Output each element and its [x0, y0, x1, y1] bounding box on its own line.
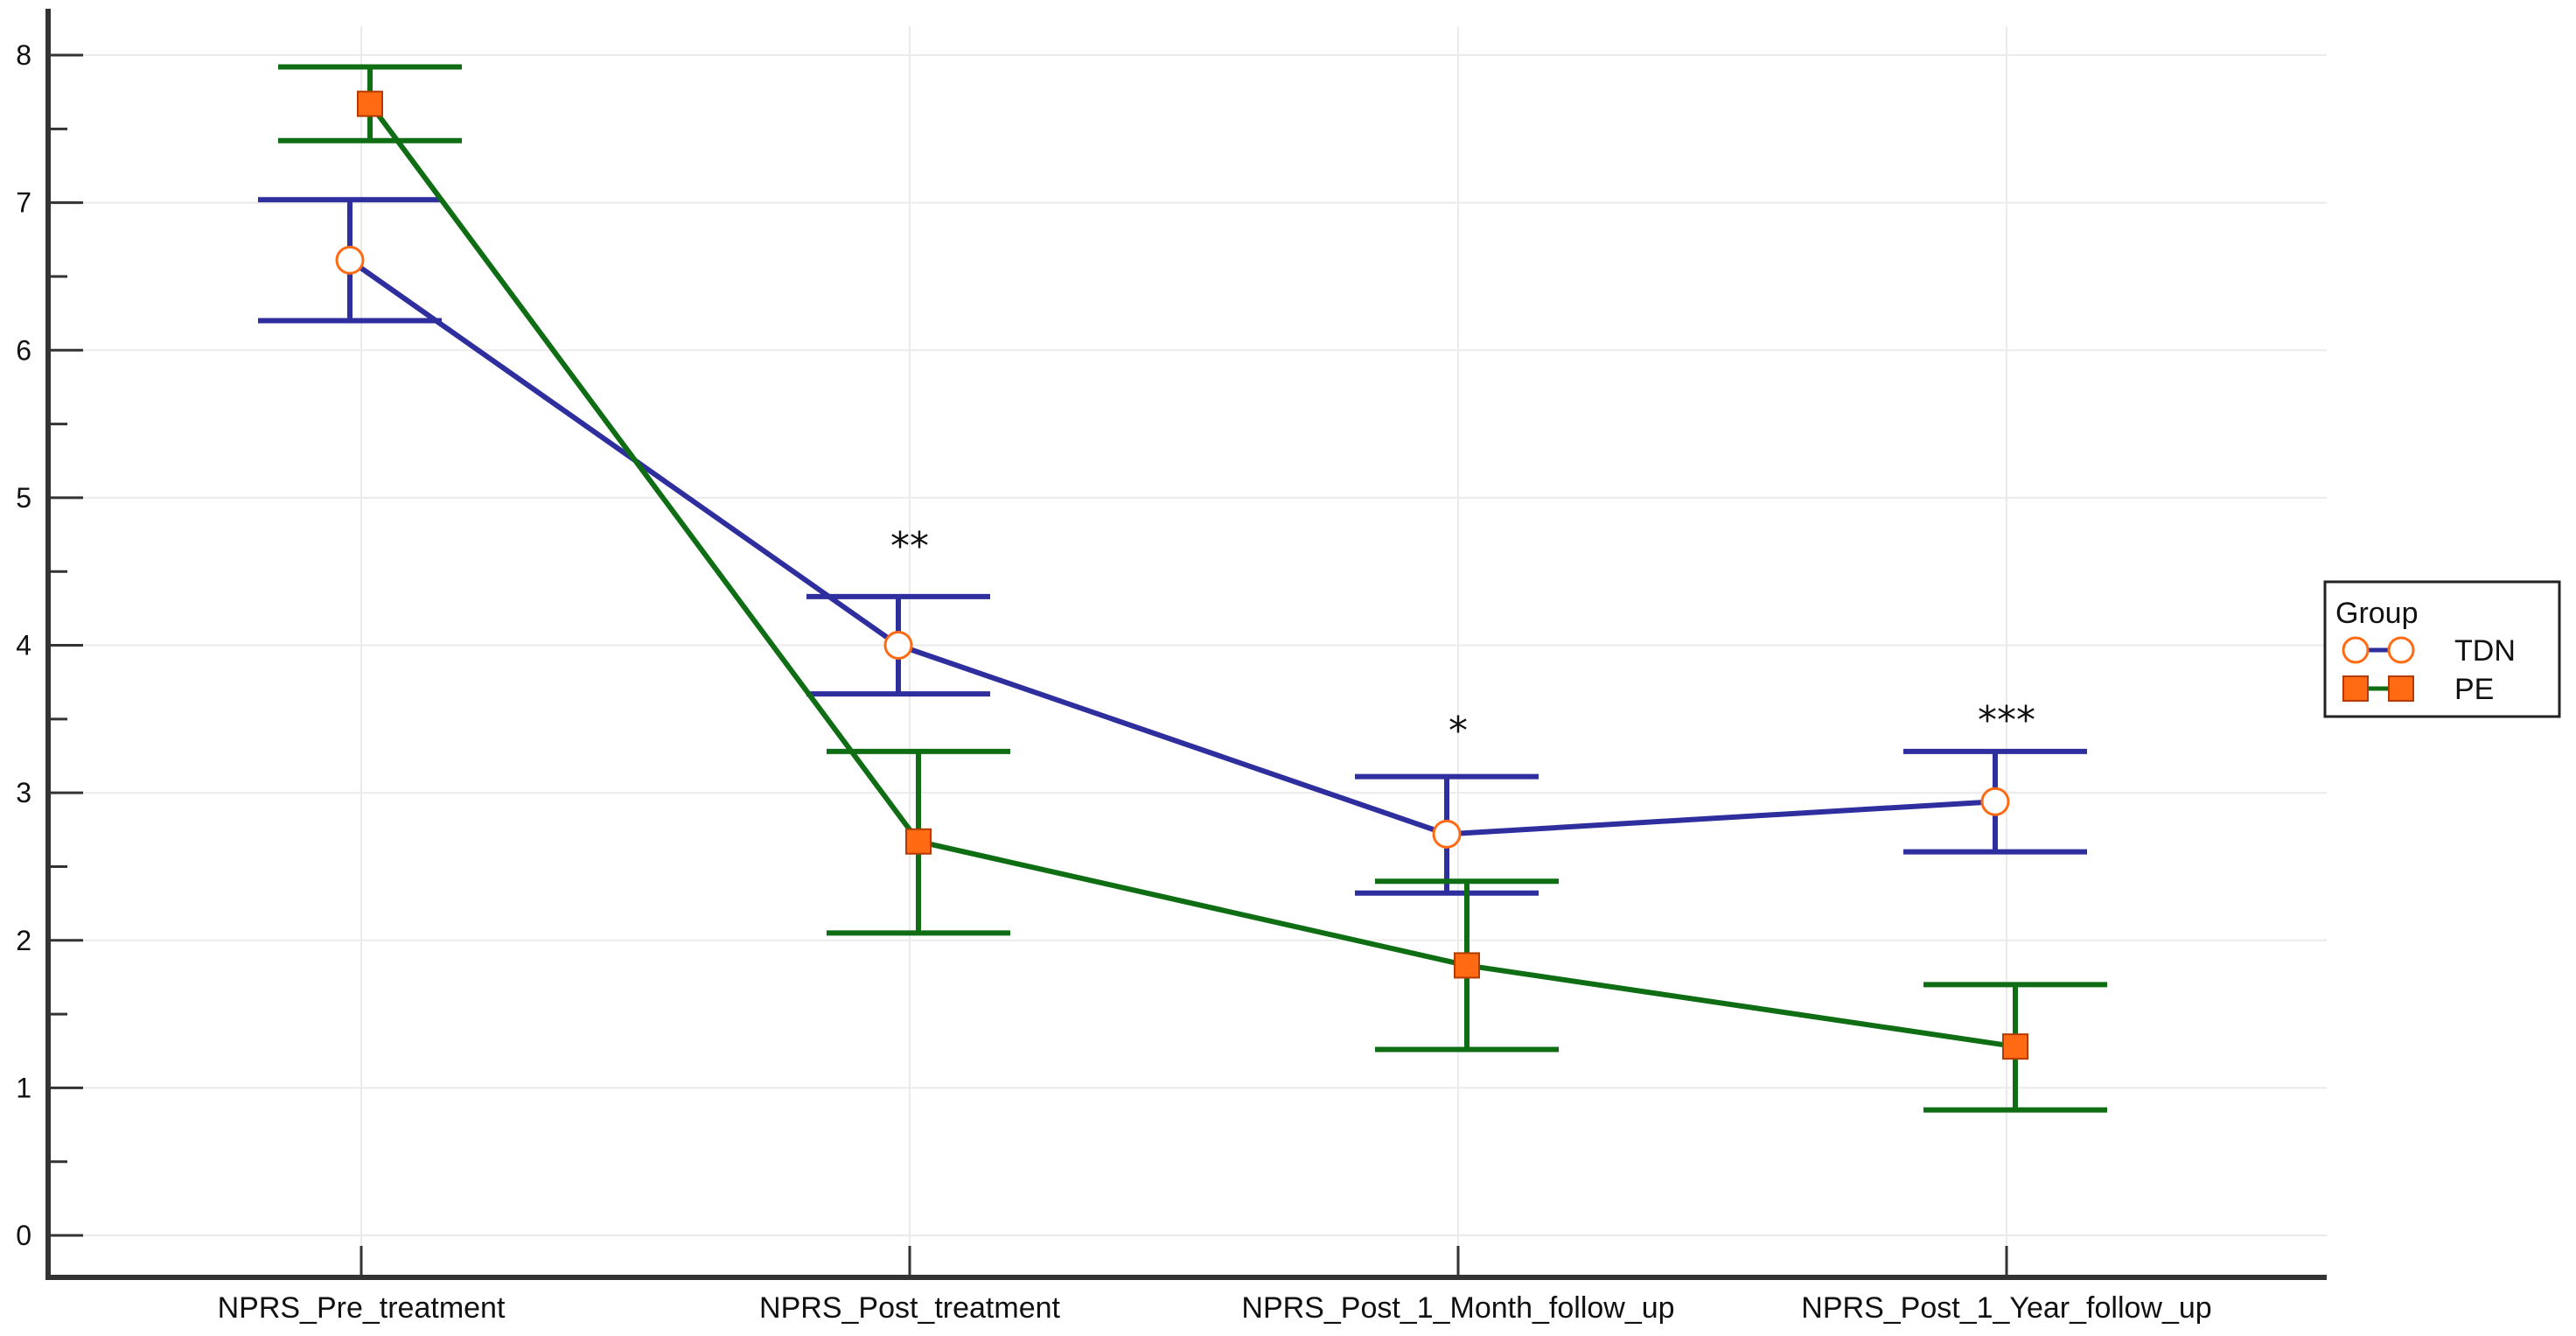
- y-tick-label: 6: [16, 334, 31, 366]
- y-tick-label: 2: [16, 925, 31, 956]
- series-pe: [278, 64, 2107, 1113]
- y-tick-label: 8: [16, 39, 31, 71]
- y-tick-label: 1: [16, 1072, 31, 1103]
- data-point-pe: [2002, 1033, 2028, 1060]
- data-point-tdn: [1432, 819, 1462, 849]
- x-tick-label: NPRS_Post_treatment: [759, 1291, 1060, 1325]
- series-tdn: [258, 197, 2087, 896]
- data-point-tdn: [883, 631, 913, 660]
- grid: [48, 26, 2327, 1277]
- significance-annotations: *** ***: [890, 524, 2035, 753]
- axes: 0 1 2 3 4 5 6 7 8 NPRS_Pre_treatment NPRS_Post_tre…: [16, 9, 2327, 1325]
- significance-marker: ***: [1978, 698, 2035, 743]
- x-tick-label: NPRS_Pre_treatment: [218, 1291, 506, 1325]
- series-line-pe: [367, 101, 2016, 1050]
- data-point-pe: [905, 828, 932, 855]
- data-point-pe: [1454, 952, 1480, 979]
- plot-series: [258, 64, 2107, 1113]
- y-tick-label: 0: [16, 1220, 31, 1251]
- legend-marker-pe-left: [2342, 675, 2369, 702]
- y-tick-label: 4: [16, 630, 31, 661]
- data-point-tdn: [335, 245, 365, 275]
- x-tick-label: NPRS_Post_1_Month_follow_up: [1241, 1291, 1674, 1325]
- data-point-tdn: [1980, 787, 2010, 816]
- legend-title: Group: [2335, 597, 2419, 630]
- x-tick-label: NPRS_Post_1_Year_follow_up: [1801, 1291, 2211, 1325]
- y-tick-label: 5: [16, 482, 31, 514]
- legend-label-pe: PE: [2454, 673, 2494, 706]
- y-tick-label: 7: [16, 187, 31, 219]
- data-point-pe: [357, 90, 383, 117]
- significance-marker: *: [1449, 709, 1468, 753]
- y-tick-label: 3: [16, 777, 31, 808]
- significance-marker: **: [890, 524, 929, 569]
- legend-label-tdn: TDN: [2454, 634, 2516, 668]
- legend-marker-tdn-left: [2342, 636, 2370, 664]
- legend-marker-tdn-right: [2387, 636, 2415, 664]
- legend: Group TDN PE: [2323, 580, 2561, 718]
- legend-marker-pe-right: [2388, 675, 2414, 702]
- series-line-tdn: [348, 257, 1996, 837]
